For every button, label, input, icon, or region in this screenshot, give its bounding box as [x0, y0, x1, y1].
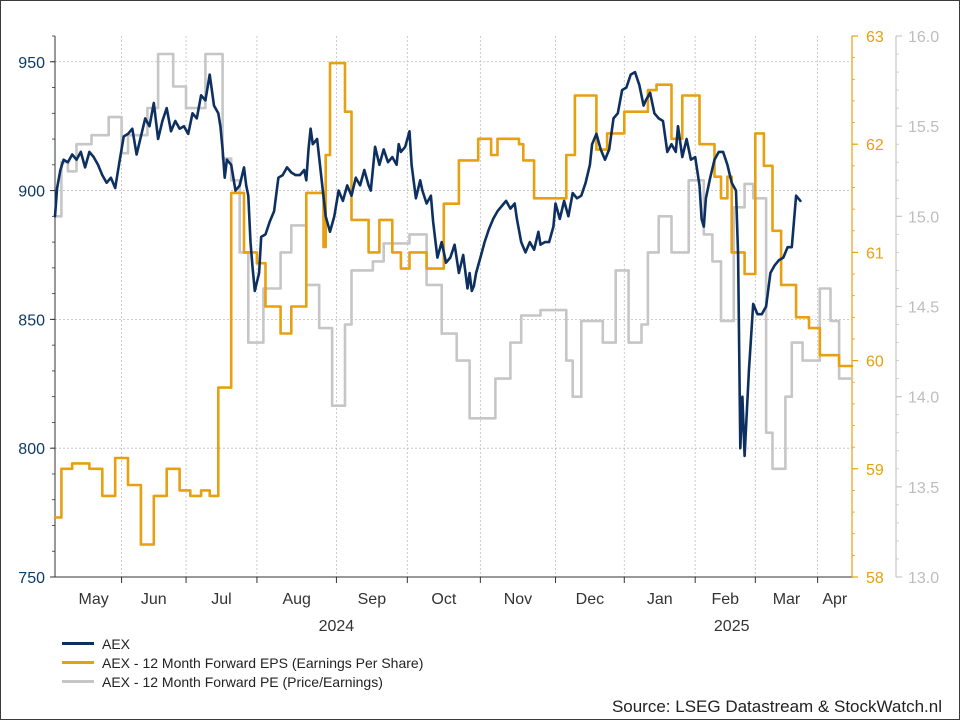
axis-left-tick-label: 750 — [18, 570, 45, 587]
axis-right2-tick-label: 14.5 — [908, 300, 939, 317]
legend-swatch-pe — [62, 680, 94, 683]
axis-x-month-label: May — [79, 591, 109, 608]
axis-left-tick-label: 800 — [18, 441, 45, 458]
axis-right2-tick-label: 16.0 — [908, 29, 939, 46]
axis-x-month-label: Nov — [504, 591, 532, 608]
axis-x-year-label: 2024 — [319, 618, 355, 635]
axis-x-month-label: Aug — [282, 591, 310, 608]
legend-label-aex: AEX — [102, 635, 131, 652]
axis-right2-tick-label: 13.5 — [908, 480, 939, 497]
legend-label-pe: AEX - 12 Month Forward PE (Price/Earning… — [102, 673, 383, 690]
legend-swatch-aex — [62, 642, 94, 645]
axis-x-month-label: Feb — [711, 591, 739, 608]
legend-label-eps: AEX - 12 Month Forward EPS (Earnings Per… — [102, 654, 424, 671]
axis-x-month-label: Dec — [576, 591, 604, 608]
series-line-eps — [53, 61, 854, 546]
axis-right1-tick-label: 62 — [866, 137, 884, 154]
axis-left-tick-label: 900 — [18, 184, 45, 201]
legend-swatch-eps — [62, 661, 94, 664]
axis-right2-tick-label: 15.5 — [908, 119, 939, 136]
legend: AEX AEX - 12 Month Forward EPS (Earnings… — [62, 634, 423, 691]
axis-right2-tick-label: 14.0 — [908, 390, 939, 407]
axis-right1-tick-label: 59 — [866, 462, 884, 479]
legend-item-pe: AEX - 12 Month Forward PE (Price/Earning… — [62, 672, 423, 691]
axis-x-month-label: Oct — [431, 591, 456, 608]
series-line-pe — [53, 52, 854, 471]
axis-x-month-label: Mar — [773, 591, 801, 608]
axis-right2-tick-label: 13.0 — [908, 570, 939, 587]
legend-item-aex: AEX — [62, 634, 423, 653]
axis-left-tick-label: 850 — [18, 312, 45, 329]
axis-left-tick-label: 950 — [18, 55, 45, 72]
axis-x-month-label: Apr — [822, 591, 848, 608]
series-line-aex — [53, 70, 802, 458]
axis-x-month-label: Jul — [211, 591, 231, 608]
legend-item-eps: AEX - 12 Month Forward EPS (Earnings Per… — [62, 653, 423, 672]
axis-right1-tick-label: 58 — [866, 570, 884, 587]
source-note: Source: LSEG Datastream & StockWatch.nl — [611, 697, 942, 716]
axis-x-year-label: 2025 — [714, 618, 750, 635]
axis-x-month-label: Jun — [141, 591, 167, 608]
axis-x-month-label: Sep — [358, 591, 387, 608]
axis-right2-tick-label: 15.0 — [908, 209, 939, 226]
axis-right1-tick-label: 61 — [866, 245, 884, 262]
axis-right1-tick-label: 63 — [866, 29, 884, 46]
axis-x-month-label: Jan — [647, 591, 673, 608]
axis-right1-tick-label: 60 — [866, 354, 884, 371]
